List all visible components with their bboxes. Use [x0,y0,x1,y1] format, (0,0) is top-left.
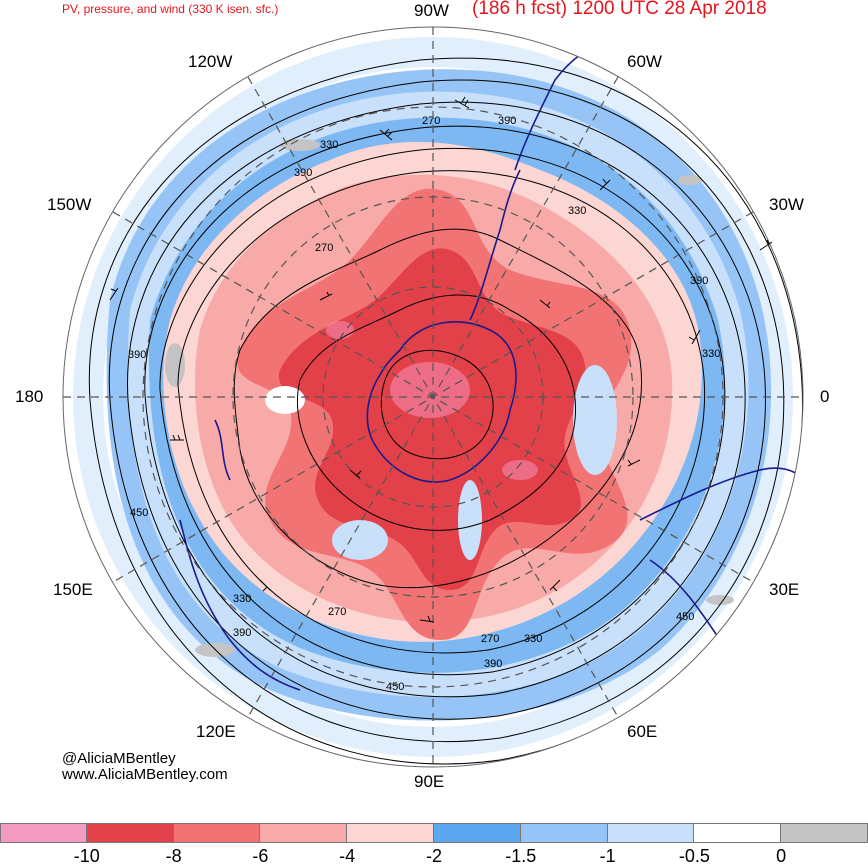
lon-label-60w: 60W [627,52,662,71]
colorbar-tick-label: -2 [425,846,443,866]
colorbar-swatch [347,823,434,843]
pressure-contours [88,57,803,765]
contour-label: 390 [294,167,312,179]
colorbar-swatch [260,823,348,843]
map-subtitle: PV, pressure, and wind (330 K isen. sfc.… [62,2,279,16]
contour-label: 330 [568,205,586,217]
lon-label-180: 180 [15,387,44,406]
lon-label-0: 0 [820,387,830,406]
colorbar-tick-label: -1.5 [505,846,537,866]
contour-label: 390 [233,627,251,639]
colorbar-swatch [520,823,608,843]
contour-label: 390 [690,275,708,287]
colorbar-tick-label: -8 [165,846,182,866]
lon-label-120w: 120W [188,52,233,71]
colorbar [0,823,868,843]
polar-map: 270 390 330 390 330 390 330 390 270 450 … [62,26,804,768]
lon-label-150e: 150E [53,580,93,599]
colorbar-tick-label: -10 [73,846,100,866]
credit-url: www.AliciaMBentley.com [62,766,228,783]
contour-label: 390 [498,115,516,127]
colorbar-frame [0,823,868,843]
credit-handle: @AliciaMBentley [62,750,176,767]
lon-label-30w: 30W [769,195,804,214]
lon-label-60e: 60E [627,722,658,741]
colorbar-swatch [607,823,695,843]
contour-label: 390 [484,658,502,670]
lon-label-120e: 120E [196,722,236,741]
colorbar-swatch [433,823,521,843]
contour-label: 330 [702,348,720,360]
map-title: (186 h fcst) 1200 UTC 28 Apr 2018 [472,0,767,19]
lon-label-90e: 90E [414,772,445,791]
contour-label: 270 [481,633,499,645]
colorbar-tick-label: -0.5 [678,846,710,866]
colorbar-swatch [0,823,87,843]
contour-label: 270 [328,606,346,618]
colorbar-swatch [173,823,261,843]
contour-label: 270 [422,115,440,127]
colorbar-tick-label: 0 [776,846,787,866]
wind-barbs [109,96,773,623]
contour-label: 450 [130,507,148,519]
colorbar-swatch [694,823,782,843]
colorbar-swatch [86,823,174,843]
contour-label: 330 [524,633,542,645]
contour-label: 390 [128,349,146,361]
graticule [62,26,804,768]
colorbar-tick-label: -4 [339,846,356,866]
contour-label: 330 [320,139,338,151]
lon-label-90w: 90W [414,1,449,20]
contour-label: 450 [676,611,694,623]
colorbar-tick-label: -6 [252,846,269,866]
colorbar-tick-label: -1 [599,846,616,866]
lon-label-150w: 150W [47,195,92,214]
lon-label-30e: 30E [769,580,800,599]
contour-label: 450 [386,681,404,693]
contour-label: 270 [315,242,333,254]
contour-label: 330 [233,593,251,605]
